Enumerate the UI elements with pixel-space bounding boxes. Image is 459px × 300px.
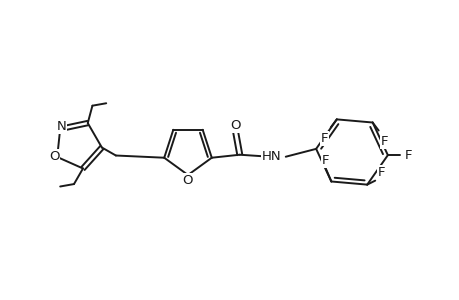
Text: F: F — [404, 148, 412, 162]
Text: O: O — [49, 149, 59, 163]
Text: O: O — [182, 173, 193, 187]
Text: F: F — [377, 166, 384, 179]
Text: HN: HN — [261, 150, 281, 163]
Text: N: N — [56, 120, 66, 134]
Text: F: F — [321, 154, 328, 167]
Text: F: F — [320, 132, 328, 145]
Text: F: F — [380, 135, 387, 148]
Text: O: O — [230, 119, 241, 132]
